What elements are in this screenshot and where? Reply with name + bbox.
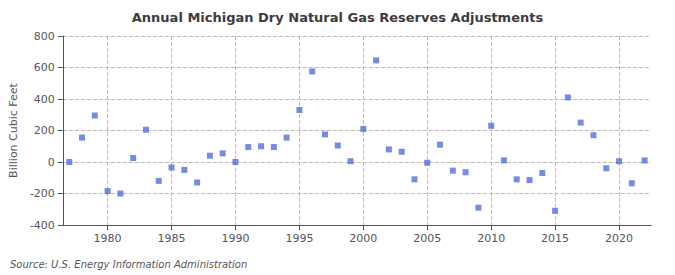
- svg-text:400: 400: [34, 93, 55, 106]
- svg-text:0: 0: [48, 156, 55, 169]
- svg-text:2000: 2000: [349, 232, 377, 245]
- svg-text:-200: -200: [30, 187, 55, 200]
- svg-text:600: 600: [34, 61, 55, 74]
- svg-text:Billion Cubic Feet: Billion Cubic Feet: [7, 82, 20, 177]
- svg-text:-400: -400: [30, 219, 55, 232]
- svg-text:1985: 1985: [158, 232, 186, 245]
- svg-text:2020: 2020: [605, 232, 633, 245]
- svg-text:1980: 1980: [94, 232, 122, 245]
- svg-text:2005: 2005: [413, 232, 441, 245]
- svg-text:1990: 1990: [221, 232, 249, 245]
- svg-text:Annual Michigan Dry Natural Ga: Annual Michigan Dry Natural Gas Reserves…: [132, 10, 544, 25]
- svg-text:1995: 1995: [285, 232, 313, 245]
- svg-text:800: 800: [34, 30, 55, 43]
- svg-text:2015: 2015: [541, 232, 569, 245]
- svg-text:2010: 2010: [477, 232, 505, 245]
- svg-text:Source: U.S. Energy Informatio: Source: U.S. Energy Information Administ…: [10, 259, 247, 270]
- svg-text:200: 200: [34, 124, 55, 137]
